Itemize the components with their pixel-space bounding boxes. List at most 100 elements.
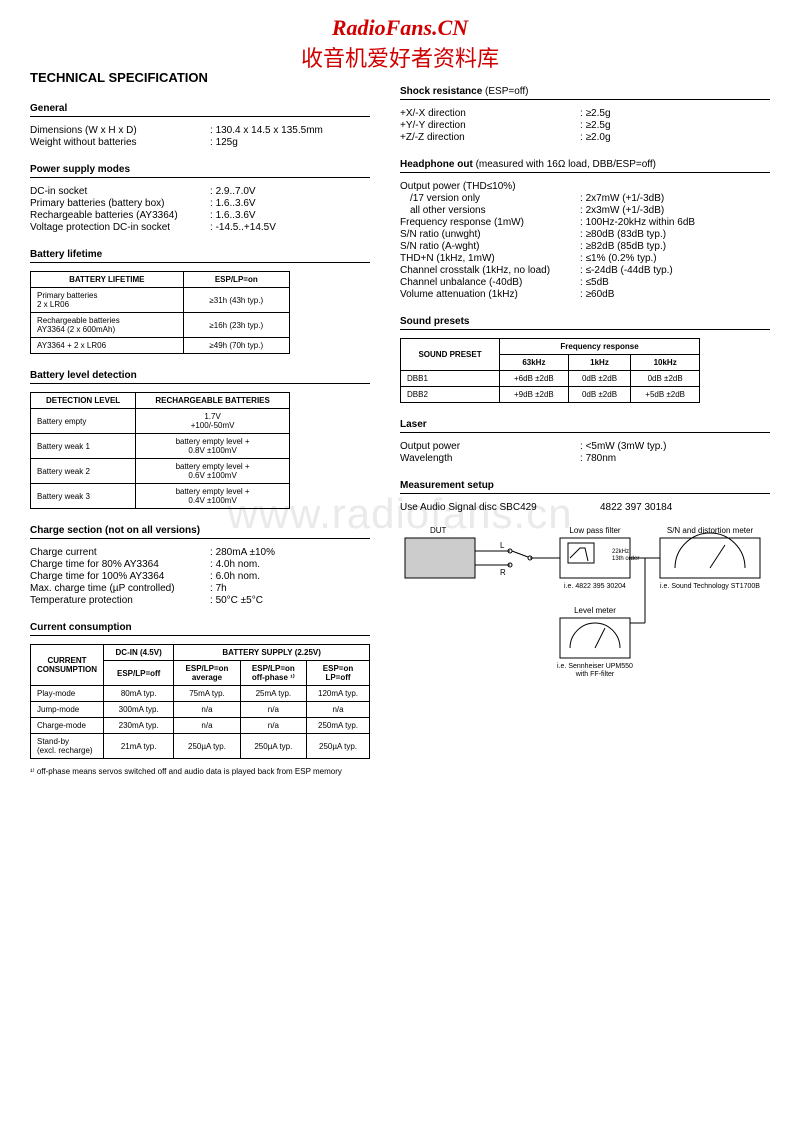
spec-row: Max. charge time (µP controlled)7h [30,583,370,594]
section-shock-body: +X/-X direction≥2.5g+Y/-Y direction≥2.5g… [400,108,770,143]
table-cell: 21mA typ. [104,734,174,759]
table-cell: AY3364 + 2 x LR06 [31,338,184,354]
table-cell: Primary batteries2 x LR06 [31,288,184,313]
headphone-sub: (measured with 16Ω load, DBB/ESP=off) [476,159,656,170]
spec-key: Temperature protection [30,595,210,606]
spec-key: Charge time for 80% AY3364 [30,559,210,570]
measurement-l: Use Audio Signal disc SBC429 [400,502,600,513]
table-header: CURRENTCONSUMPTION [31,645,104,686]
spec-value: 50°C ±5°C [210,595,263,606]
section-sound-heading: Sound presets [400,316,770,330]
table-cell: Battery empty [31,409,136,434]
spec-value: 2x3mW (+1/-3dB) [580,205,664,216]
section-general-heading: General [30,103,370,117]
table-header: 10kHz [631,355,700,371]
section-charge-heading: Charge section (not on all versions) [30,525,370,539]
table-cell: Rechargeable batteriesAY3364 (2 x 600mAh… [31,313,184,338]
table-cell: n/a [240,702,306,718]
table-cell: 80mA typ. [104,686,174,702]
spec-row: Volume attenuation (1kHz)≥60dB [400,289,770,300]
diag-lvl-note1: i.e. Sennheiser UPM550 [557,663,633,670]
spec-row: Weight without batteries125g [30,137,370,148]
spec-row: Charge current280mA ±10% [30,547,370,558]
table-cell: battery empty level +0.4V ±100mV [136,484,290,509]
spec-row: Primary batteries (battery box)1.6..3.6V [30,198,370,209]
spec-key: DC-in socket [30,186,210,197]
svg-text:L: L [500,541,505,550]
watermark-header: RadioFans.CN 收音机爱好者资料库 [0,15,800,73]
table-cell: Jump-mode [31,702,104,718]
spec-key: /17 version only [400,193,580,204]
spec-key: Charge current [30,547,210,558]
spec-value: ≥2.5g [580,108,611,119]
table-header: SOUND PRESET [401,339,500,371]
spec-key: Channel crosstalk (1kHz, no load) [400,265,580,276]
table-cell: 230mA typ. [104,718,174,734]
section-shock-heading: Shock resistance (ESP=off) [400,86,770,100]
spec-value: ≤1% (0.2% typ.) [580,253,657,264]
spec-value: <5mW (3mW typ.) [580,441,666,452]
spec-value: ≥2.0g [580,132,611,143]
spec-value: ≥60dB [580,289,614,300]
spec-row: Output power<5mW (3mW typ.) [400,441,770,452]
section-headphone-body: Output power (THD≤10%)/17 version only2x… [400,181,770,300]
left-column: TECHNICAL SPECIFICATION General Dimensio… [30,70,370,776]
current-table: CURRENTCONSUMPTIONDC-IN (4.5V)BATTERY SU… [30,644,370,759]
table-header: BATTERY LIFETIME [31,272,184,288]
spec-row: Charge time for 80% AY33644.0h nom. [30,559,370,570]
diag-sn-note: i.e. Sound Technology ST1700B [660,583,760,590]
spec-row: Rechargeable batteries (AY3364)1.6..3.6V [30,210,370,221]
right-column: Shock resistance (ESP=off) +X/-X directi… [400,70,770,776]
section-power-body: DC-in socket2.9..7.0VPrimary batteries (… [30,186,370,233]
spec-row: Temperature protection50°C ±5°C [30,595,370,606]
table-cell: battery empty level +0.6V ±100mV [136,459,290,484]
spec-key: Charge time for 100% AY3364 [30,571,210,582]
table-cell: 250mA typ. [307,718,370,734]
section-charge-body: Charge current280mA ±10%Charge time for … [30,547,370,606]
spec-value: 2x7mW (+1/-3dB) [580,193,664,204]
headphone-title: Headphone out [400,159,473,170]
page-title: TECHNICAL SPECIFICATION [30,70,370,85]
table-header: Frequency response [500,339,700,355]
spec-row: S/N ratio (unwght)≥80dB (83dB typ.) [400,229,770,240]
table-header: DC-IN (4.5V) [104,645,174,661]
table-cell: +5dB ±2dB [631,387,700,403]
table-cell: 0dB ±2dB [568,387,631,403]
spec-key: Dimensions (W x H x D) [30,125,210,136]
spec-value: 6.0h nom. [210,571,260,582]
table-cell: Play-mode [31,686,104,702]
table-header: RECHARGEABLE BATTERIES [136,393,290,409]
spec-value: ≥2.5g [580,120,611,131]
spec-value: 130.4 x 14.5 x 135.5mm [210,125,323,136]
spec-key: all other versions [400,205,580,216]
spec-value: 1.6..3.6V [210,210,256,221]
spec-value: 7h [210,583,227,594]
spec-row: /17 version only2x7mW (+1/-3dB) [400,193,770,204]
spec-value: -14.5..+14.5V [210,222,276,233]
table-header: 1kHz [568,355,631,371]
spec-value: 280mA ±10% [210,547,275,558]
table-cell: 250µA typ. [174,734,240,759]
table-cell: 300mA typ. [104,702,174,718]
table-header: ESP=onLP=off [307,661,370,686]
spec-row: THD+N (1kHz, 1mW)≤1% (0.2% typ.) [400,253,770,264]
spec-key: Output power [400,441,580,452]
spec-key: +X/-X direction [400,108,580,119]
section-measurement-heading: Measurement setup [400,480,770,494]
spec-value: 2.9..7.0V [210,186,256,197]
spec-row: Voltage protection DC-in socket-14.5..+1… [30,222,370,233]
spec-row: Wavelength780nm [400,453,770,464]
spec-key: +Y/-Y direction [400,120,580,131]
table-cell: 120mA typ. [307,686,370,702]
table-cell: +6dB ±2dB [500,371,569,387]
measurement-line: Use Audio Signal disc SBC429 4822 397 30… [400,502,770,513]
spec-key: S/N ratio (A-wght) [400,241,580,252]
section-current-heading: Current consumption [30,622,370,636]
table-cell: ≥49h (70h typ.) [183,338,289,354]
measurement-diagram: .bx { fill:#fff; stroke:#000; stroke-wid… [400,523,770,716]
table-header: BATTERY SUPPLY (2.25V) [174,645,370,661]
svg-text:R: R [500,568,506,577]
spec-row: +Z/-Z direction≥2.0g [400,132,770,143]
spec-row: +X/-X direction≥2.5g [400,108,770,119]
table-cell: n/a [174,702,240,718]
